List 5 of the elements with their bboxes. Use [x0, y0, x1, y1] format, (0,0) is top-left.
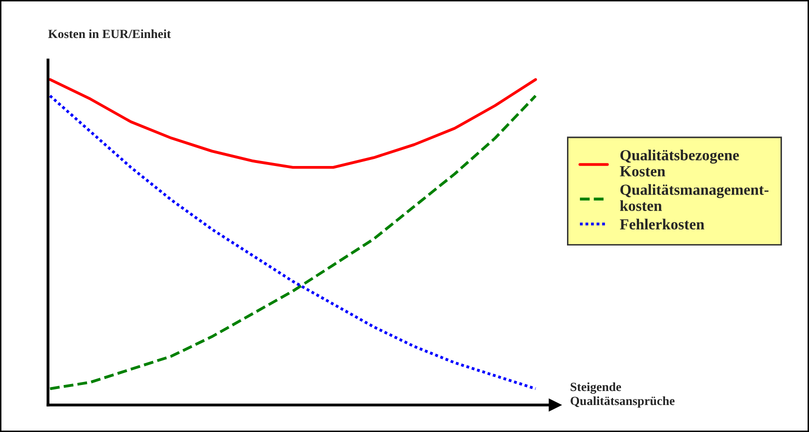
- legend-label: Fehlerkosten: [620, 218, 704, 230]
- legend-label: Qualitätsmanagement- kosten: [620, 184, 768, 211]
- legend-label: Qualitätsbezogene Kosten: [620, 150, 739, 176]
- y-axis-title: Kosten in EUR/Einheit: [48, 29, 171, 38]
- x-axis-title: Steigende Qualitätsansprüche: [570, 382, 675, 408]
